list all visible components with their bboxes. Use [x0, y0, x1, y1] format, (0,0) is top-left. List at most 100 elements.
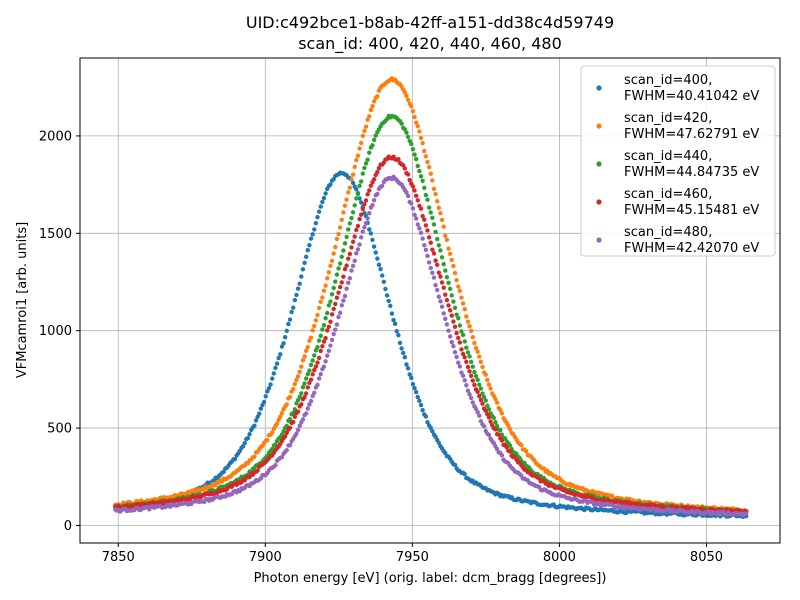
data-point — [404, 190, 409, 195]
data-point — [477, 382, 482, 387]
data-point — [326, 348, 332, 354]
data-point — [354, 227, 359, 233]
data-point — [326, 303, 332, 308]
data-point — [477, 393, 482, 399]
data-point — [473, 373, 479, 379]
data-point — [346, 190, 351, 195]
data-point — [409, 375, 414, 381]
data-point — [389, 311, 395, 316]
legend-label-line1: scan_id=460, — [624, 187, 712, 202]
data-point — [303, 376, 309, 381]
data-point — [357, 216, 362, 222]
data-point — [349, 268, 354, 273]
data-point — [425, 253, 430, 259]
data-point — [363, 161, 369, 166]
data-point — [289, 309, 294, 315]
data-point — [354, 186, 359, 192]
data-point — [355, 223, 361, 229]
data-point — [358, 235, 364, 240]
data-point — [247, 474, 252, 480]
legend-label-line2: FWHM=40.41042 eV — [624, 89, 759, 104]
data-point — [409, 141, 414, 147]
data-point — [431, 251, 437, 256]
data-point — [428, 240, 433, 245]
data-point — [320, 327, 325, 332]
data-point — [329, 258, 335, 264]
data-point — [339, 254, 344, 259]
data-point — [452, 270, 458, 276]
data-point — [433, 282, 438, 288]
data-point — [354, 157, 359, 163]
data-point — [435, 262, 440, 268]
data-point — [252, 423, 257, 428]
data-point — [352, 234, 357, 239]
data-point — [357, 196, 362, 201]
data-point — [386, 298, 391, 304]
data-point — [365, 157, 370, 162]
data-point — [499, 438, 505, 443]
data-point — [305, 406, 310, 411]
data-point — [388, 303, 393, 308]
data-point — [363, 198, 369, 203]
data-point — [321, 364, 327, 369]
data-point — [313, 221, 319, 226]
data-point — [265, 437, 270, 443]
data-point — [371, 99, 377, 104]
data-point — [507, 449, 513, 454]
data-point — [358, 200, 364, 205]
data-point — [295, 398, 301, 403]
data-point — [423, 192, 429, 198]
data-point — [449, 293, 454, 298]
data-point — [504, 445, 509, 450]
legend-marker — [596, 161, 602, 167]
data-point — [323, 283, 328, 288]
data-point — [415, 394, 420, 400]
data-point — [413, 156, 419, 162]
data-point — [418, 174, 424, 179]
chart-title: UID:c492bce1-b8ab-42ff-a151-dd38c4d59749 — [246, 13, 614, 32]
data-point — [462, 355, 467, 360]
data-point — [447, 334, 453, 339]
data-point — [467, 392, 472, 397]
data-point — [292, 297, 298, 303]
data-point — [320, 199, 325, 205]
data-point — [331, 251, 336, 256]
x-tick-label: 7950 — [396, 550, 429, 565]
data-point — [331, 306, 336, 312]
data-point — [397, 340, 403, 346]
legend: scan_id=400,FWHM=40.41042 eV scan_id=420,… — [580, 65, 776, 257]
legend-marker — [596, 123, 602, 129]
data-point — [431, 222, 437, 227]
data-point — [358, 179, 364, 184]
data-point — [284, 328, 289, 334]
data-point — [284, 402, 289, 407]
data-point — [468, 359, 474, 365]
data-point — [291, 305, 296, 310]
axis-ticks: 7850 7900 7950 8000 8050 0 500 1000 1500 2000 — [39, 129, 723, 565]
data-point — [465, 350, 471, 355]
data-point — [315, 312, 320, 318]
data-point — [481, 394, 487, 400]
data-point — [342, 241, 348, 246]
data-point — [394, 328, 399, 334]
data-point — [323, 335, 328, 341]
data-point — [412, 385, 417, 391]
data-point — [391, 317, 396, 323]
data-point — [286, 321, 291, 327]
data-point — [297, 394, 302, 400]
data-point — [323, 315, 328, 321]
data-point — [519, 442, 524, 448]
data-point — [486, 432, 492, 438]
legend-label-line1: scan_id=480, — [624, 225, 712, 240]
data-point — [506, 423, 511, 429]
data-point — [486, 415, 492, 420]
data-point — [483, 398, 488, 403]
data-point — [435, 199, 440, 204]
data-point — [443, 292, 448, 297]
data-point — [328, 343, 333, 348]
data-point — [252, 454, 257, 460]
data-point — [278, 414, 283, 419]
data-point — [418, 135, 424, 141]
data-point — [425, 228, 430, 233]
data-point — [456, 316, 461, 321]
